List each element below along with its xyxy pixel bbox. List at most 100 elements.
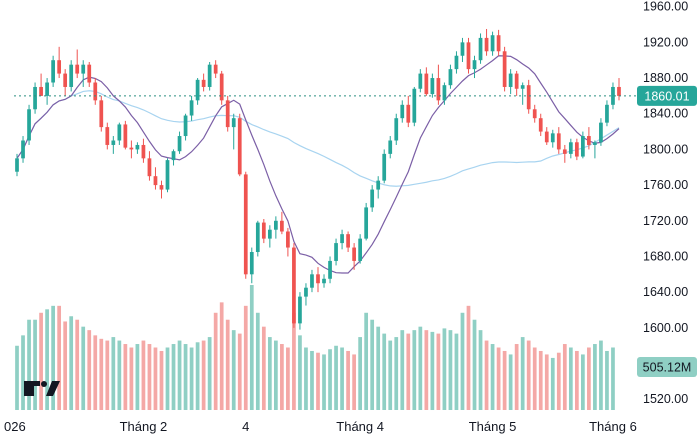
x-tick-label: Tháng 4	[336, 419, 384, 434]
volume-bar	[352, 354, 356, 410]
candle-body	[87, 64, 92, 83]
candle	[562, 144, 567, 163]
candle-body	[328, 260, 332, 279]
candle	[39, 73, 43, 96]
candle	[424, 67, 429, 96]
candle	[418, 69, 423, 93]
candle	[267, 225, 272, 248]
volume-bar	[394, 337, 399, 410]
volume-bar	[195, 342, 200, 410]
volume-bars-layer	[15, 285, 615, 411]
candle-body	[261, 222, 266, 239]
volume-bar	[21, 335, 25, 410]
candle-body	[225, 100, 230, 128]
candle-body	[105, 127, 110, 145]
volume-bar	[412, 330, 417, 410]
candle	[334, 238, 338, 266]
last-volume-badge	[637, 357, 697, 377]
candle	[87, 61, 92, 87]
candle	[99, 95, 104, 132]
last-price-marker: 1860.01 505.12M	[14, 85, 697, 377]
candle	[436, 64, 441, 105]
volume-bar	[593, 344, 597, 410]
candle	[550, 129, 555, 148]
candle-body	[183, 115, 188, 137]
candle-body	[231, 118, 236, 128]
candle-body	[201, 79, 206, 87]
candle-body	[213, 64, 218, 74]
candle	[478, 33, 483, 64]
volume-bar	[562, 344, 567, 410]
volume-bar	[141, 340, 146, 410]
candle	[508, 69, 513, 95]
y-tick-label: 1720.00	[643, 214, 688, 228]
candle	[358, 234, 362, 264]
candle-body	[599, 122, 603, 143]
candle	[442, 82, 447, 105]
volume-bar	[249, 285, 254, 410]
volume-bar	[304, 347, 308, 410]
volume-bar	[189, 347, 194, 410]
candle-body	[496, 35, 501, 52]
candle	[382, 149, 387, 184]
candle	[141, 138, 146, 163]
candle	[111, 136, 116, 154]
candle-body	[219, 73, 224, 101]
candle	[593, 140, 597, 159]
volume-bar	[508, 354, 513, 410]
candle-body	[472, 60, 477, 70]
candle	[183, 113, 188, 141]
candle	[219, 70, 224, 105]
volume-bar	[87, 330, 92, 410]
candle	[286, 227, 290, 257]
candle-body	[448, 69, 453, 86]
candle-body	[478, 37, 483, 61]
candle	[33, 82, 37, 114]
candle-body	[424, 73, 429, 95]
candle-body	[460, 42, 465, 56]
candle-body	[111, 140, 116, 145]
candle	[310, 269, 314, 293]
candle-body	[593, 142, 597, 145]
candle	[538, 113, 543, 137]
tradingview-logo[interactable]	[24, 381, 60, 396]
candle	[472, 55, 477, 79]
candle-body	[490, 35, 495, 52]
candle-body	[364, 207, 369, 239]
volume-bar	[322, 354, 326, 410]
candle	[135, 142, 140, 154]
candle-body	[237, 118, 242, 175]
volume-bar	[292, 312, 296, 410]
candle-body	[63, 73, 68, 87]
volume-bar	[165, 347, 170, 410]
last-price-badge	[637, 85, 697, 106]
candle	[165, 158, 170, 193]
y-tick-label: 1880.00	[643, 71, 688, 85]
volume-bar	[261, 326, 266, 410]
volume-bar	[448, 330, 453, 410]
candle-body	[292, 247, 296, 324]
candle-body	[574, 142, 579, 157]
candle	[611, 82, 615, 110]
candle	[177, 131, 182, 154]
candle	[556, 127, 561, 154]
volume-bar	[358, 337, 362, 410]
candle	[484, 28, 489, 56]
volume-bar	[159, 350, 164, 410]
volume-bar	[370, 319, 375, 410]
volume-bar	[183, 344, 188, 410]
candle	[394, 113, 399, 145]
candle-body	[99, 100, 104, 128]
candle	[15, 153, 19, 177]
volume-bar	[346, 350, 350, 410]
candle	[237, 113, 242, 177]
candle-body	[412, 88, 417, 123]
volume-bar	[231, 330, 236, 410]
candle	[400, 100, 405, 123]
volume-bar	[105, 340, 110, 410]
candle	[599, 118, 603, 146]
x-tick-label: Tháng 6	[589, 419, 637, 434]
volume-bar	[99, 338, 104, 410]
candle-body	[195, 79, 200, 101]
candle-body	[352, 247, 356, 261]
